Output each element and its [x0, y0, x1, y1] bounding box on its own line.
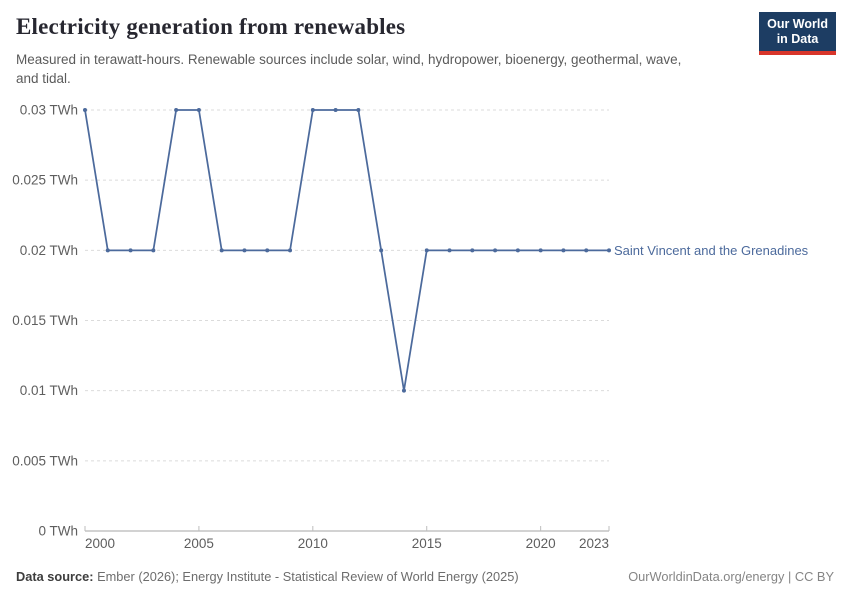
data-point-marker[interactable] [424, 248, 429, 253]
data-point-marker[interactable] [607, 248, 611, 253]
y-axis-tick-label: 0.005 TWh [12, 453, 78, 468]
data-point-marker[interactable] [219, 248, 224, 253]
chart-title: Electricity generation from renewables [16, 14, 406, 39]
series-line[interactable] [84, 109, 609, 392]
x-axis-tick-label: 2005 [184, 536, 214, 551]
data-point-marker[interactable] [288, 248, 293, 253]
series-label[interactable]: Saint Vincent and the Grenadines [614, 243, 809, 258]
owid-logo-line2: in Data [776, 31, 819, 46]
data-source-line: Data source: Ember (2026); Energy Instit… [16, 569, 519, 584]
y-axis-tick-label: 0 TWh [38, 524, 78, 539]
data-point-marker[interactable] [470, 248, 475, 253]
data-point-marker[interactable] [356, 108, 361, 112]
data-source-label: Data source: [16, 569, 94, 584]
chart-footer: Data source: Ember (2026); Energy Instit… [16, 569, 834, 584]
x-axis-tick-label: 2015 [412, 536, 442, 551]
data-point-marker[interactable] [333, 108, 338, 112]
y-axis-tick-label: 0.01 TWh [20, 383, 78, 398]
x-axis-tick-label: 2000 [85, 536, 115, 551]
data-point-marker[interactable] [242, 248, 247, 253]
data-point-marker[interactable] [174, 108, 179, 112]
data-point-marker[interactable] [196, 108, 201, 112]
data-point-marker[interactable] [105, 248, 110, 253]
y-axis-tick-label: 0.015 TWh [12, 313, 78, 328]
credit-link[interactable]: OurWorldinData.org/energy | CC BY [628, 569, 834, 584]
owid-logo-line1: Our World [767, 17, 828, 31]
y-axis-tick-label: 0.03 TWh [20, 103, 78, 118]
data-point-marker[interactable] [379, 248, 384, 253]
data-point-marker[interactable] [447, 248, 452, 253]
x-axis-tick-label: 2023 [579, 536, 609, 551]
data-point-marker[interactable] [401, 388, 406, 393]
data-point-marker[interactable] [128, 248, 133, 253]
x-axis-tick-label: 2020 [526, 536, 556, 551]
data-point-marker[interactable] [561, 248, 566, 253]
owid-logo[interactable]: Our World in Data [759, 12, 836, 55]
data-point-marker[interactable] [493, 248, 498, 253]
y-axis-tick-label: 0.02 TWh [20, 243, 78, 258]
data-point-marker[interactable] [151, 248, 156, 253]
data-point-marker[interactable] [584, 248, 589, 253]
data-point-marker[interactable] [538, 248, 543, 253]
y-axis-tick-label: 0.025 TWh [12, 173, 78, 188]
data-point-marker[interactable] [83, 108, 87, 112]
data-point-marker[interactable] [265, 248, 270, 253]
chart-subtitle: Measured in terawatt-hours. Renewable so… [16, 52, 682, 87]
data-point-marker[interactable] [515, 248, 520, 253]
data-point-marker[interactable] [310, 108, 315, 112]
data-source-text[interactable]: Ember (2026); Energy Institute - Statist… [93, 569, 519, 584]
x-axis-tick-label: 2010 [298, 536, 328, 551]
